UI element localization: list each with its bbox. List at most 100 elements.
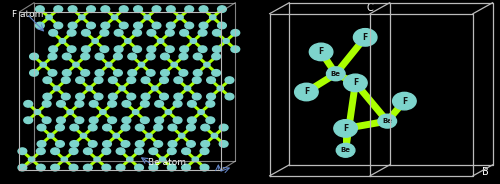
Circle shape <box>88 124 97 131</box>
Circle shape <box>62 70 71 76</box>
Circle shape <box>200 148 209 155</box>
Circle shape <box>218 6 226 12</box>
Circle shape <box>146 53 155 60</box>
Circle shape <box>30 53 38 60</box>
Circle shape <box>36 22 44 29</box>
Circle shape <box>154 124 162 131</box>
Circle shape <box>124 39 131 43</box>
Circle shape <box>61 157 68 162</box>
Circle shape <box>204 62 210 67</box>
Circle shape <box>168 164 176 171</box>
Circle shape <box>217 86 224 91</box>
Circle shape <box>121 124 130 131</box>
Circle shape <box>198 29 207 36</box>
Circle shape <box>122 101 131 107</box>
Circle shape <box>225 93 234 100</box>
Circle shape <box>201 141 209 147</box>
Circle shape <box>144 15 150 20</box>
Circle shape <box>114 46 123 52</box>
Circle shape <box>166 29 174 36</box>
Circle shape <box>146 70 155 76</box>
Circle shape <box>212 70 220 76</box>
Circle shape <box>76 77 84 83</box>
Circle shape <box>48 70 57 76</box>
Circle shape <box>147 46 156 52</box>
Circle shape <box>18 148 26 155</box>
Circle shape <box>120 6 128 12</box>
Circle shape <box>95 53 104 60</box>
Circle shape <box>28 157 35 162</box>
Circle shape <box>84 164 92 171</box>
Circle shape <box>36 148 45 155</box>
Circle shape <box>154 141 162 147</box>
Circle shape <box>334 120 357 137</box>
Circle shape <box>166 6 175 12</box>
Circle shape <box>155 117 164 123</box>
Circle shape <box>94 93 103 100</box>
Circle shape <box>114 53 122 60</box>
Circle shape <box>126 157 133 162</box>
Circle shape <box>173 117 182 123</box>
Circle shape <box>149 164 158 171</box>
Circle shape <box>198 110 204 114</box>
Circle shape <box>49 29 58 36</box>
Circle shape <box>116 164 125 171</box>
Circle shape <box>194 70 202 76</box>
Circle shape <box>48 133 54 138</box>
Circle shape <box>94 77 103 83</box>
Circle shape <box>185 22 194 29</box>
Circle shape <box>132 46 141 52</box>
Circle shape <box>102 148 110 155</box>
Circle shape <box>127 77 136 83</box>
Circle shape <box>95 70 104 76</box>
Circle shape <box>186 141 196 147</box>
Circle shape <box>18 164 26 171</box>
Circle shape <box>70 141 78 147</box>
Circle shape <box>218 22 226 29</box>
Circle shape <box>188 101 196 107</box>
Circle shape <box>152 86 158 91</box>
Text: F: F <box>318 47 324 56</box>
Circle shape <box>90 117 98 123</box>
Circle shape <box>212 133 218 138</box>
Circle shape <box>160 53 170 60</box>
Circle shape <box>56 124 64 131</box>
Circle shape <box>37 141 46 147</box>
Circle shape <box>171 62 177 67</box>
Circle shape <box>69 148 78 155</box>
Circle shape <box>106 62 112 67</box>
Circle shape <box>82 46 90 52</box>
Circle shape <box>177 15 183 20</box>
Circle shape <box>188 117 196 123</box>
Circle shape <box>166 22 175 29</box>
Circle shape <box>86 86 92 91</box>
Circle shape <box>326 67 345 81</box>
Circle shape <box>67 29 76 36</box>
Text: F: F <box>362 33 368 42</box>
Circle shape <box>54 6 62 12</box>
Circle shape <box>132 29 141 36</box>
Circle shape <box>112 15 117 20</box>
Circle shape <box>168 124 177 131</box>
Circle shape <box>68 22 77 29</box>
Circle shape <box>108 101 116 107</box>
Circle shape <box>206 93 216 100</box>
Circle shape <box>141 93 150 100</box>
Text: Be atom: Be atom <box>148 158 186 167</box>
Circle shape <box>134 148 143 155</box>
Text: F atom: F atom <box>12 10 44 19</box>
Circle shape <box>81 53 90 60</box>
Circle shape <box>43 93 52 100</box>
Circle shape <box>43 77 52 83</box>
Circle shape <box>149 148 158 155</box>
Circle shape <box>179 53 188 60</box>
Circle shape <box>73 62 79 67</box>
Circle shape <box>108 77 117 83</box>
Circle shape <box>152 22 161 29</box>
Circle shape <box>220 141 228 147</box>
Circle shape <box>201 124 209 131</box>
Circle shape <box>42 101 51 107</box>
Circle shape <box>114 29 123 36</box>
Circle shape <box>212 53 220 60</box>
Circle shape <box>62 93 70 100</box>
